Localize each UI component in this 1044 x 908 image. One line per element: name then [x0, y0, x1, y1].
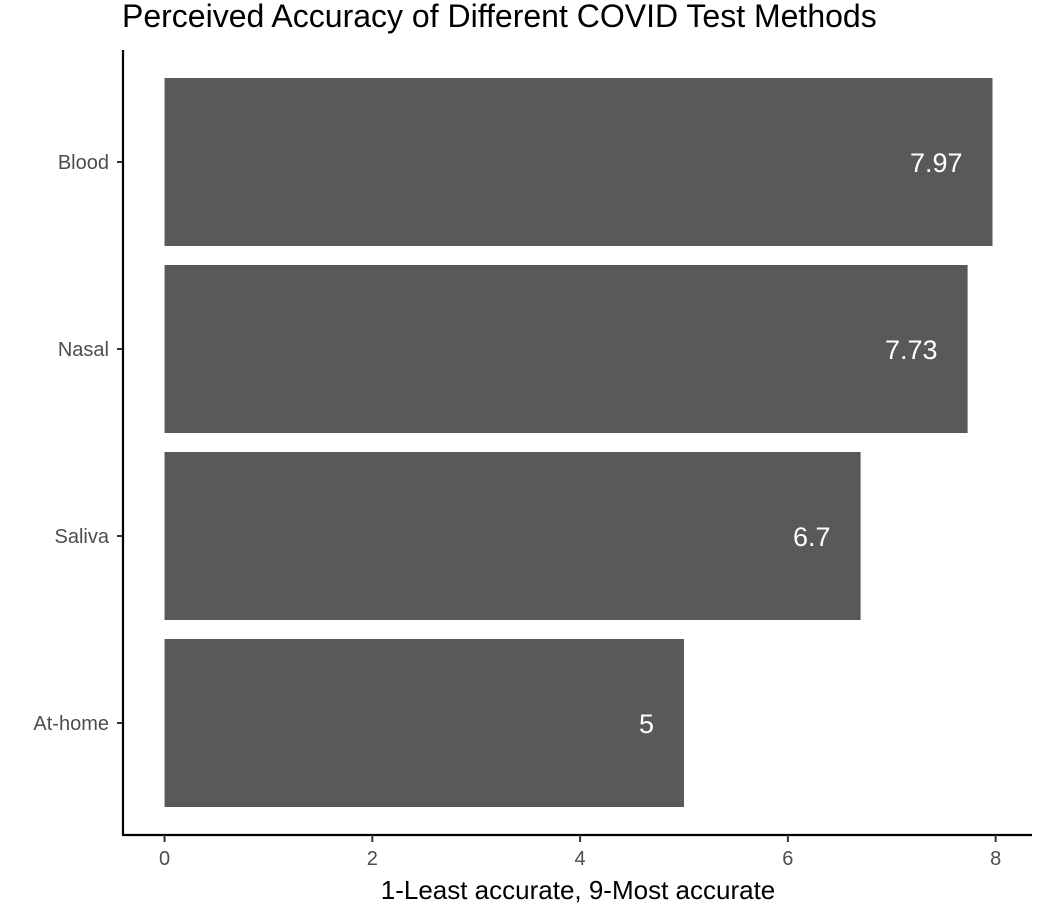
x-tick-label-0: 0 [159, 848, 170, 870]
data-label-nasal: 7.73 [885, 335, 938, 365]
bars-layer [164, 78, 993, 807]
x-tick-label-4: 4 [575, 848, 586, 870]
x-tick-label-6: 6 [782, 848, 793, 870]
chart-title: Perceived Accuracy of Different COVID Te… [122, 0, 877, 34]
bar-at-home [164, 639, 684, 807]
data-label-blood: 7.97 [910, 148, 963, 178]
bar-saliva [164, 452, 861, 620]
y-axis: Blood Nasal Saliva At-home [33, 50, 125, 835]
y-tick-label-nasal: Nasal [58, 339, 109, 361]
x-tick-label-8: 8 [990, 848, 1001, 870]
y-tick-label-blood: Blood [58, 152, 109, 174]
y-tick-label-at-home: At-home [33, 713, 109, 735]
bar-blood [164, 78, 993, 246]
bar-nasal [164, 265, 968, 433]
y-tick-label-saliva: Saliva [55, 526, 110, 548]
x-axis-label: 1-Least accurate, 9-Most accurate [381, 875, 776, 905]
x-tick-label-2: 2 [367, 848, 378, 870]
data-labels-layer: 7.97 7.73 6.7 5 [639, 148, 963, 739]
x-axis: 0 2 4 6 8 [122, 833, 1032, 870]
data-label-saliva: 6.7 [793, 522, 831, 552]
data-label-at-home: 5 [639, 709, 654, 739]
